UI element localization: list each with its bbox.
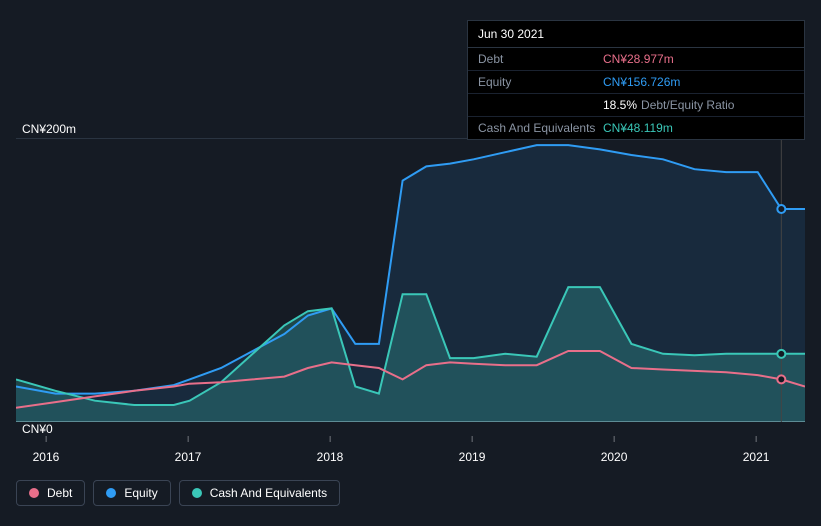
legend-item-equity[interactable]: Equity	[93, 480, 170, 506]
y-axis-min-label: CN¥0	[22, 422, 53, 436]
tooltip-row: Cash And EquivalentsCN¥48.119m	[468, 117, 804, 139]
tooltip-row: EquityCN¥156.726m	[468, 71, 804, 94]
tooltip-row-sublabel: Debt/Equity Ratio	[641, 98, 734, 112]
tooltip: Jun 30 2021 DebtCN¥28.977mEquityCN¥156.7…	[467, 20, 805, 140]
tooltip-row-label: Equity	[478, 75, 603, 89]
tooltip-row-value: CN¥28.977m	[603, 52, 674, 66]
legend-item-cash[interactable]: Cash And Equivalents	[179, 480, 340, 506]
chart-container: Jun 30 2021 DebtCN¥28.977mEquityCN¥156.7…	[0, 0, 821, 526]
x-axis-tick: 2020	[601, 450, 628, 464]
tooltip-date: Jun 30 2021	[468, 21, 804, 48]
tooltip-row-value: 18.5%Debt/Equity Ratio	[603, 98, 734, 112]
tooltip-row-label: Cash And Equivalents	[478, 121, 603, 135]
legend-item-debt[interactable]: Debt	[16, 480, 85, 506]
x-axis-tick: 2017	[175, 450, 202, 464]
x-axis-tick: 2021	[743, 450, 770, 464]
x-axis: 2016 2017 2018 2019 2020 2021	[16, 440, 805, 464]
legend-label: Debt	[47, 486, 72, 500]
x-axis-tick: 2016	[33, 450, 60, 464]
legend-label: Cash And Equivalents	[210, 486, 327, 500]
x-axis-tick: 2018	[317, 450, 344, 464]
y-axis-max-label: CN¥200m	[22, 122, 76, 136]
x-axis-tick: 2019	[459, 450, 486, 464]
legend-label: Equity	[124, 486, 157, 500]
tooltip-row: 18.5%Debt/Equity Ratio	[468, 94, 804, 117]
legend-swatch-icon	[29, 488, 39, 498]
legend: Debt Equity Cash And Equivalents	[16, 480, 340, 506]
tooltip-row-label	[478, 98, 603, 112]
tooltip-row-value: CN¥156.726m	[603, 75, 680, 89]
legend-swatch-icon	[192, 488, 202, 498]
tooltip-row-label: Debt	[478, 52, 603, 66]
tooltip-row: DebtCN¥28.977m	[468, 48, 804, 71]
tooltip-row-value: CN¥48.119m	[603, 121, 673, 135]
chart-plot-area[interactable]	[16, 138, 805, 422]
legend-swatch-icon	[106, 488, 116, 498]
